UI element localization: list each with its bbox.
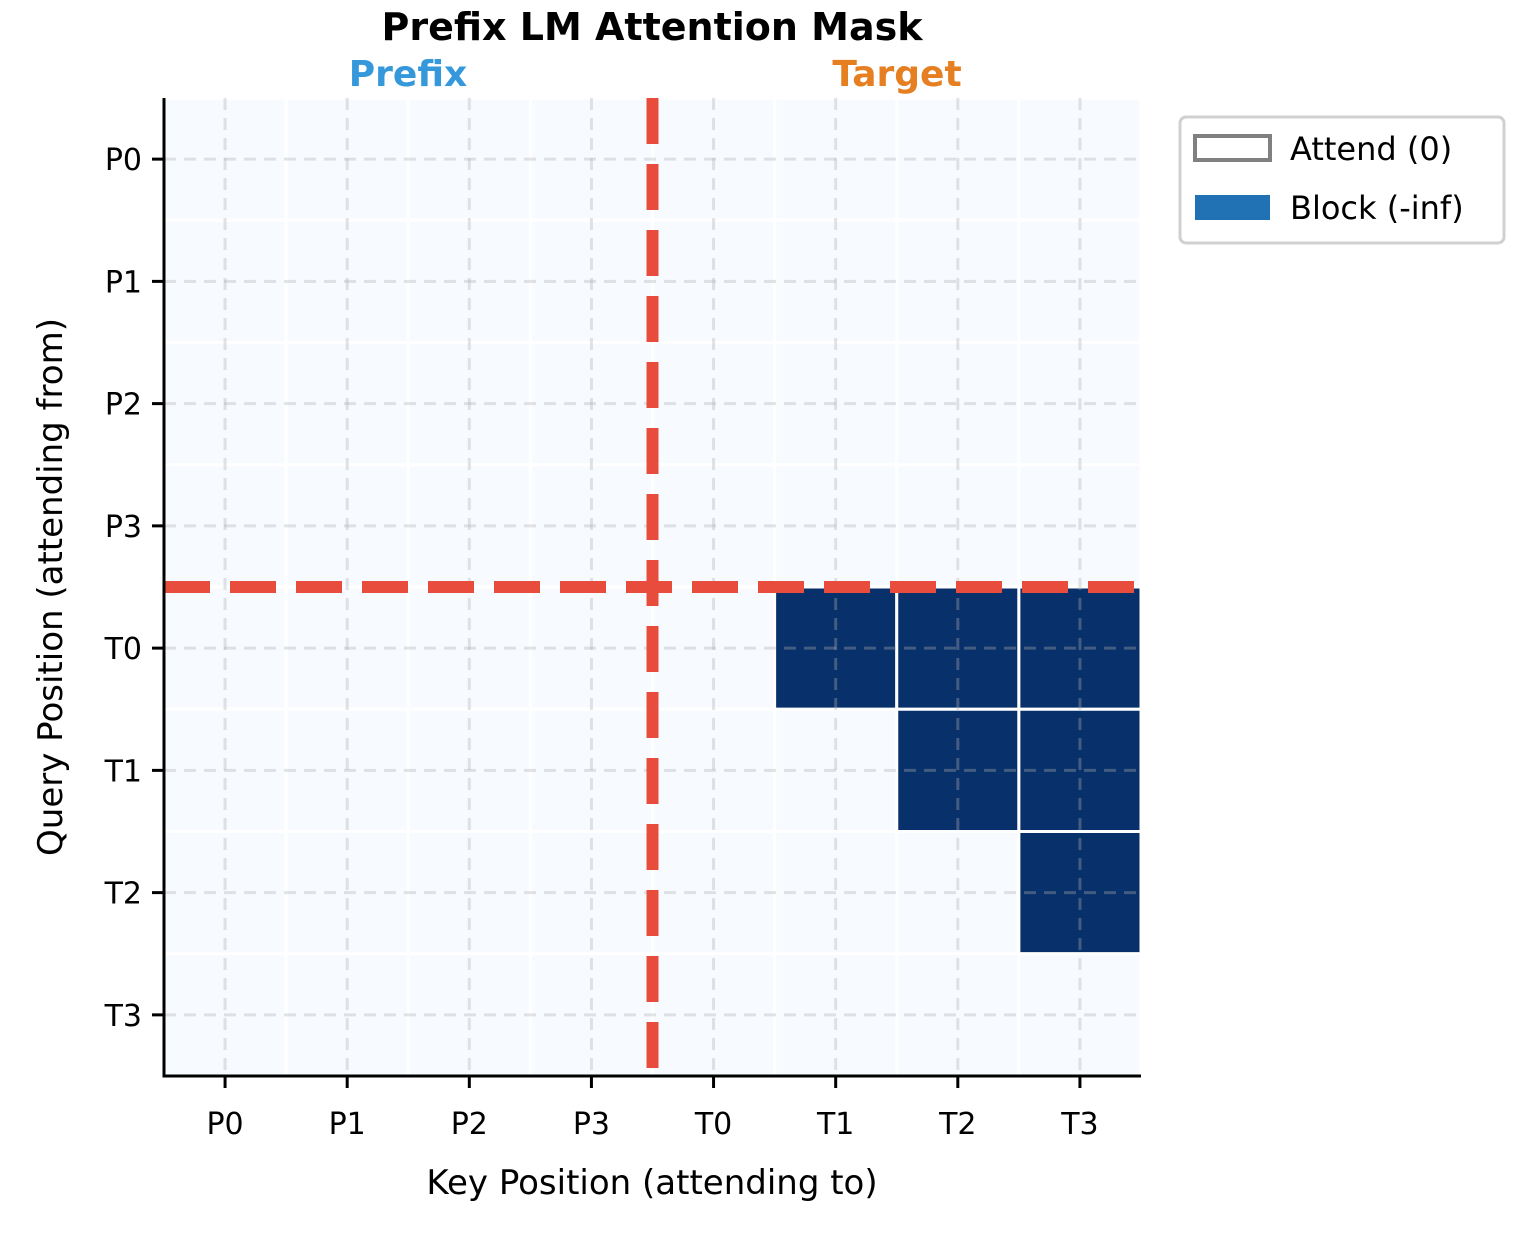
heatmap-cell-T2-T2 (895, 830, 1021, 956)
heatmap-cell-P1-P1 (284, 218, 410, 344)
heatmap-cell-T1-T1 (773, 707, 899, 833)
axes (152, 98, 1141, 1088)
heatmap-cell-T2-P0 (162, 830, 288, 956)
y-tick-label: T0 (104, 632, 142, 667)
y-tick-label: P1 (105, 265, 142, 300)
heatmap-cell-T1-T2 (895, 707, 1021, 833)
x-tick-label: P0 (206, 1107, 243, 1142)
region-label-target: Target (832, 54, 961, 95)
heatmap-cell-P2-T0 (651, 341, 777, 467)
y-tick-label: T3 (104, 999, 142, 1034)
heatmap-cell-P0-P1 (284, 96, 410, 222)
heatmap-cell-P3-T2 (895, 463, 1021, 589)
heatmap-cell-P1-T3 (1017, 218, 1143, 344)
chart-title: Prefix LM Attention Mask (381, 5, 923, 49)
boundary-lines (164, 98, 1141, 1076)
heatmap-cell-T1-T0 (651, 707, 777, 833)
heatmap-cell-T2-P1 (284, 830, 410, 956)
x-tick-label: T3 (1060, 1107, 1098, 1142)
heatmap-cell-T1-T3 (1017, 707, 1143, 833)
heatmap-cell-P1-P3 (528, 218, 654, 344)
heatmap-cell-T3-T3 (1017, 952, 1143, 1078)
legend-label-attend: Attend (0) (1290, 130, 1452, 168)
x-axis-label: Key Position (attending to) (426, 1163, 877, 1203)
heatmap-cell-P0-T1 (773, 96, 899, 222)
heatmap-cell-T3-P2 (406, 952, 532, 1078)
legend-swatch-attend (1193, 134, 1272, 162)
heatmap-cell-P2-P3 (528, 341, 654, 467)
heatmap-cell-P2-T2 (895, 341, 1021, 467)
heatmap-cell-P0-T3 (1017, 96, 1143, 222)
heatmap-cell-P2-P1 (284, 341, 410, 467)
heatmap-cell-T1-P2 (406, 707, 532, 833)
heatmap-cell-T0-P3 (528, 585, 654, 711)
heatmap-cell-T3-T0 (651, 952, 777, 1078)
y-tick-label: T1 (104, 754, 142, 789)
x-tick-label: P2 (451, 1107, 488, 1142)
legend-swatch-block (1195, 195, 1270, 220)
heatmap-cell-P3-P3 (528, 463, 654, 589)
heatmap-cell-P2-T1 (773, 341, 899, 467)
y-tick-label: P2 (105, 388, 142, 423)
x-tick-label: T1 (816, 1107, 854, 1142)
x-tick-label: T0 (694, 1107, 732, 1142)
heatmap-cell-T2-T3 (1017, 830, 1143, 956)
region-label-prefix: Prefix (349, 54, 467, 95)
heatmap-cell-T2-P2 (406, 830, 532, 956)
heatmap-cell-P3-T0 (651, 463, 777, 589)
heatmap-cell-T0-T3 (1017, 585, 1143, 711)
y-tick-label: P3 (105, 510, 142, 545)
x-tick-label: P1 (329, 1107, 366, 1142)
heatmap-cell-P2-P2 (406, 341, 532, 467)
y-tick-label: P0 (105, 143, 142, 178)
heatmap-cells (162, 96, 1143, 1078)
x-tick-label: T2 (938, 1107, 976, 1142)
heatmap-cell-T1-P1 (284, 707, 410, 833)
x-tick-label: P3 (573, 1107, 610, 1142)
y-axis-label: Query Position (attending from) (31, 318, 71, 856)
heatmap-cell-P3-P2 (406, 463, 532, 589)
legend-label-block: Block (-inf) (1290, 189, 1464, 227)
y-tick-label: T2 (104, 877, 142, 912)
legend: Attend (0) Block (-inf) (1178, 115, 1506, 245)
heatmap-cell-P1-T1 (773, 218, 899, 344)
heatmap-cell-T2-T1 (773, 830, 899, 956)
heatmap-cell-P2-T3 (1017, 341, 1143, 467)
tick-labels: P0 P1 P2 P3 T0 T1 T2 T3 P0 P1 P2 P3 T0 T1 T2 T3 (104, 143, 1099, 1142)
